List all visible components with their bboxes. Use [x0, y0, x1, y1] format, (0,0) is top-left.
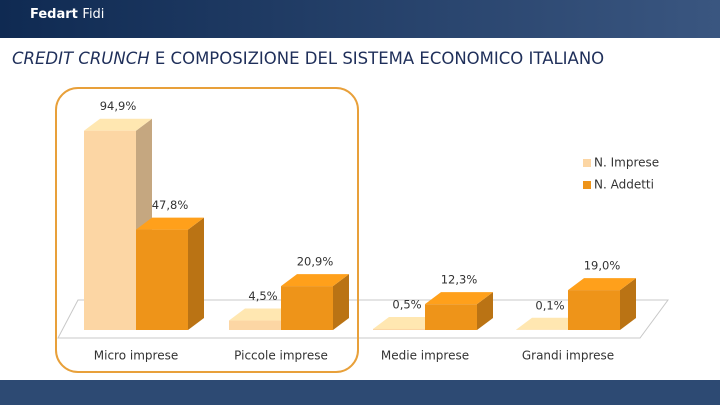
- bar: [425, 304, 477, 330]
- logo: Fedart Fidi: [30, 7, 104, 22]
- value-label: 94,9%: [100, 99, 137, 113]
- bar-side: [333, 274, 349, 330]
- value-label: 19,0%: [584, 259, 621, 273]
- bar: [229, 320, 281, 330]
- bar-top: [136, 217, 204, 230]
- bar-side: [188, 217, 204, 330]
- value-label: 0,5%: [392, 297, 421, 311]
- highlight-box: [55, 87, 359, 373]
- bar-top: [516, 317, 584, 330]
- header-band: [0, 0, 720, 38]
- bar-top: [281, 274, 349, 287]
- x-tick-label: Piccole imprese: [234, 349, 328, 363]
- title-rest: E COMPOSIZIONE DEL SISTEMA ECONOMICO ITA…: [155, 49, 604, 68]
- bar: [373, 328, 425, 330]
- x-tick-label: Grandi imprese: [522, 349, 614, 363]
- bar-side: [620, 278, 636, 330]
- value-label: 20,9%: [297, 255, 334, 269]
- bar-top: [425, 292, 493, 305]
- bar: [568, 290, 620, 330]
- legend-label: N. Imprese: [594, 156, 659, 170]
- bar: [281, 286, 333, 330]
- logo-light: Fidi: [82, 7, 104, 22]
- value-label: 0,1%: [535, 298, 564, 312]
- value-label: 47,8%: [152, 198, 189, 212]
- bar-side: [477, 292, 493, 330]
- x-tick-label: Micro imprese: [94, 349, 178, 363]
- footer-band: [0, 380, 720, 405]
- value-label: 12,3%: [441, 273, 478, 287]
- bar-top: [84, 118, 152, 131]
- logo-bold: Fedart: [30, 7, 78, 22]
- legend-swatch: [583, 159, 591, 167]
- value-label: 4,5%: [248, 289, 277, 303]
- bar: [136, 229, 188, 330]
- bar-top: [568, 278, 636, 291]
- legend-swatch: [583, 181, 591, 189]
- x-tick-label: Medie imprese: [381, 349, 469, 363]
- title-emphasis: CREDIT CRUNCH: [12, 49, 150, 68]
- bar: [84, 130, 136, 330]
- bar-top: [373, 316, 441, 329]
- slide-title: CREDIT CRUNCH E COMPOSIZIONE DEL SISTEMA…: [12, 49, 604, 68]
- bar-top: [229, 308, 297, 321]
- legend-label: N. Addetti: [594, 178, 654, 192]
- floor: [57, 299, 669, 339]
